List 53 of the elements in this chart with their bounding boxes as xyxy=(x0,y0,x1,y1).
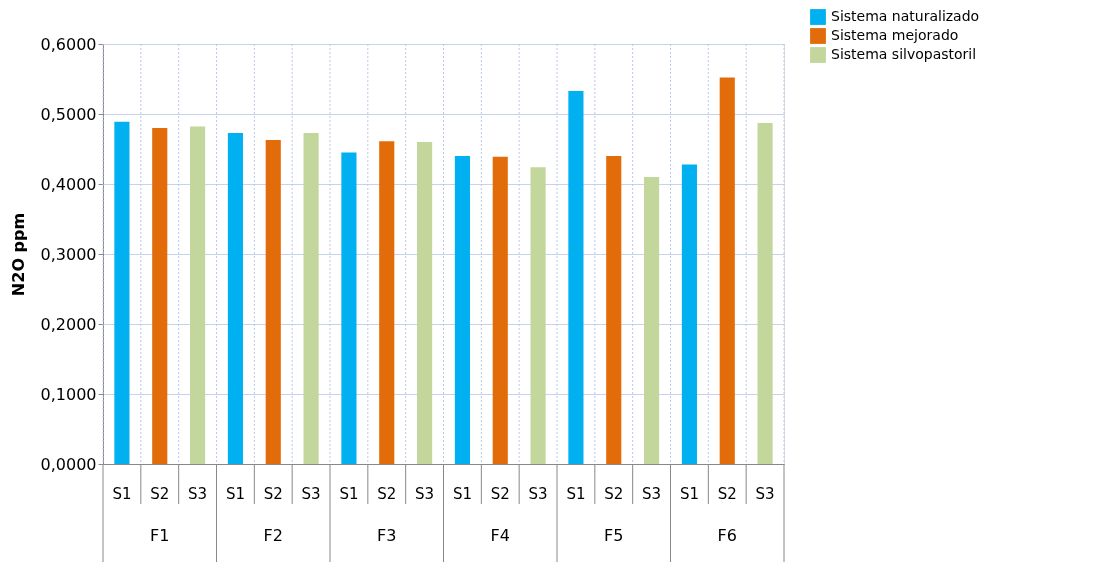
x-tick-label: S1 xyxy=(566,484,586,503)
bar xyxy=(492,156,508,464)
x-tick-label: S1 xyxy=(679,484,699,503)
bar xyxy=(757,123,773,464)
text: F1 xyxy=(150,526,170,545)
x-tick-label: S3 xyxy=(755,484,775,503)
bar xyxy=(530,167,546,464)
bar xyxy=(114,121,130,464)
x-tick-label: S3 xyxy=(642,484,662,503)
x-tick-label: S1 xyxy=(112,484,132,503)
y-tick-label: 0,1000 xyxy=(40,384,97,404)
x-tick-label: S2 xyxy=(490,484,510,503)
bar xyxy=(265,139,281,464)
y-axis-title: N2O ppm xyxy=(8,212,28,297)
legend-label: Sistema mejorado xyxy=(831,27,959,43)
x-tick-label: S3 xyxy=(415,484,435,503)
legend-label: Sistema naturalizado xyxy=(831,8,980,24)
text: F5 xyxy=(604,526,624,545)
bar xyxy=(719,77,735,464)
y-tick-label: 0,4000 xyxy=(40,174,97,194)
bar xyxy=(568,90,584,464)
bar xyxy=(417,142,433,464)
x-tick-label: S3 xyxy=(301,484,321,503)
bar xyxy=(379,141,395,464)
x-tick-label: S1 xyxy=(225,484,245,503)
y-tick-label: 0,2000 xyxy=(40,314,97,334)
y-tick-label: 0,5000 xyxy=(40,104,97,124)
bar xyxy=(227,132,243,464)
text: F4 xyxy=(490,526,510,545)
legend-label: Sistema silvopastoril xyxy=(831,46,977,62)
x-tick-label: S2 xyxy=(377,484,397,503)
x-tick-label: S1 xyxy=(452,484,472,503)
bar xyxy=(644,177,660,464)
x-tick-label: S1 xyxy=(339,484,359,503)
x-tick-label: S2 xyxy=(150,484,170,503)
x-tick-label: S3 xyxy=(528,484,548,503)
bar xyxy=(606,156,622,464)
x-tick-label: S2 xyxy=(604,484,624,503)
x-tick-label: S3 xyxy=(188,484,208,503)
x-tick-label: S2 xyxy=(717,484,737,503)
y-tick-label: 0,6000 xyxy=(40,34,97,54)
y-tick-label: 0,0000 xyxy=(40,454,97,474)
text: F6 xyxy=(717,526,737,545)
bar xyxy=(152,128,168,464)
bar xyxy=(303,132,319,464)
bar xyxy=(681,164,697,464)
bar xyxy=(341,152,357,464)
bar xyxy=(190,126,206,464)
text: F2 xyxy=(263,526,283,545)
bar xyxy=(454,156,470,464)
y-tick-label: 0,3000 xyxy=(40,244,97,264)
text: F3 xyxy=(377,526,397,545)
x-tick-label: S2 xyxy=(263,484,283,503)
